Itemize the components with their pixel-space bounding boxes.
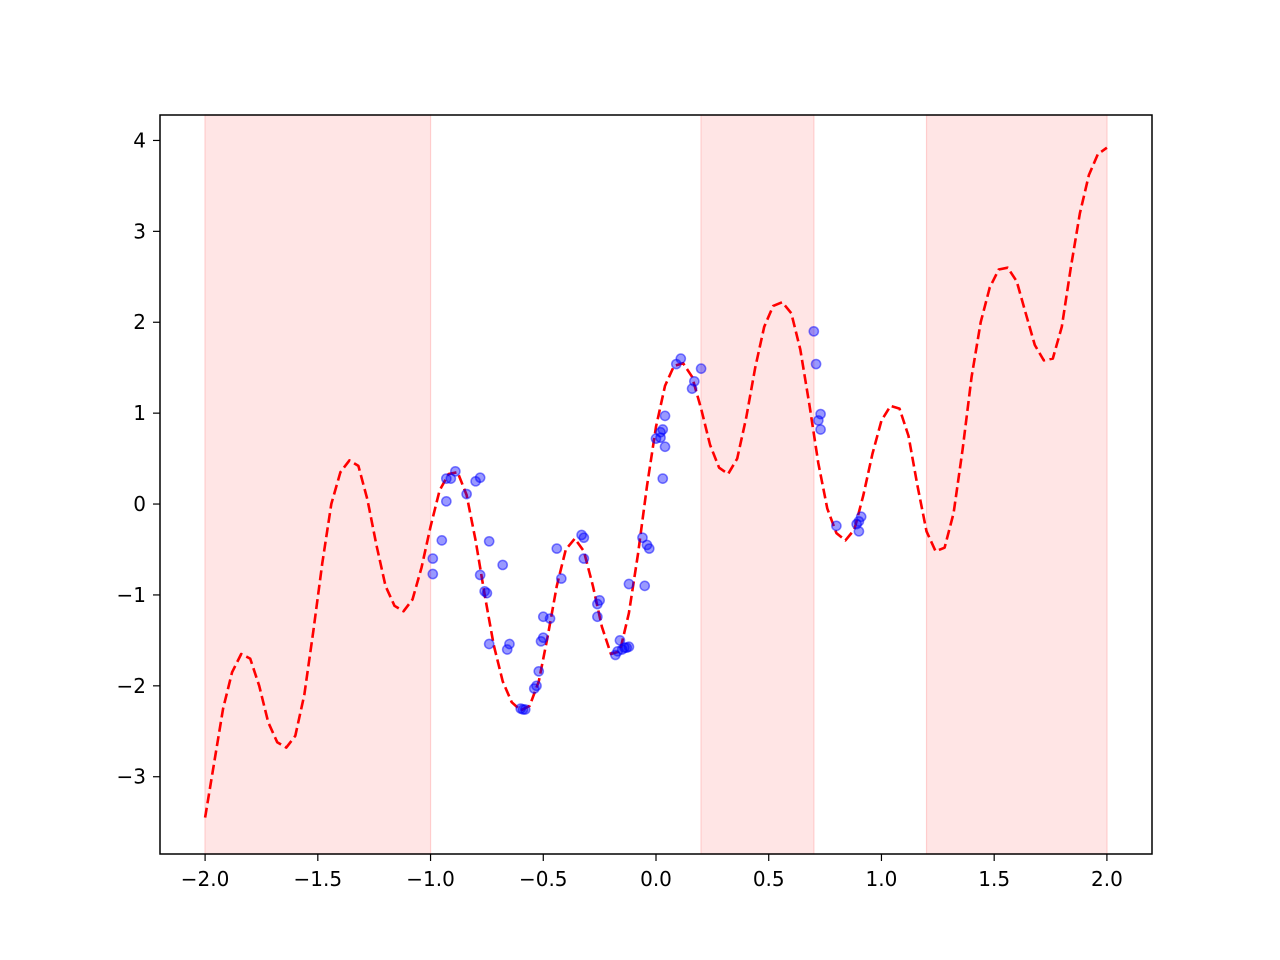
- y-tick-label: 1: [133, 401, 146, 425]
- x-tick-label: 0.5: [753, 867, 785, 891]
- x-tick-label: −1.5: [294, 867, 343, 891]
- data-point: [481, 587, 493, 599]
- data-point: [555, 573, 567, 584]
- data-point: [810, 358, 822, 370]
- data-point: [623, 641, 635, 653]
- data-point: [592, 611, 603, 623]
- x-tick-label: 1.5: [978, 867, 1010, 891]
- shaded-region-2: [700, 114, 815, 855]
- data-point: [578, 553, 590, 564]
- data-point: [657, 473, 669, 484]
- data-point: [440, 495, 452, 507]
- data-point: [436, 535, 448, 546]
- y-tick-label: 4: [133, 128, 146, 152]
- x-axis: −2.0 −1.5 −1.0 −0.5 0.0 0.5 1.0 1.5 2.0: [181, 854, 1123, 891]
- data-point: [855, 511, 867, 523]
- data-point: [501, 644, 513, 655]
- x-tick-label: −2.0: [181, 867, 230, 891]
- data-point: [578, 532, 590, 544]
- y-tick-label: −3: [117, 765, 146, 789]
- x-tick-label: 0.0: [640, 867, 672, 891]
- y-axis: −3 −2 −1 0 1 2 3 4: [117, 128, 160, 789]
- data-point: [551, 543, 563, 554]
- data-point: [623, 578, 635, 590]
- plot-area: [203, 114, 1108, 855]
- data-point: [537, 632, 549, 644]
- data-point: [427, 568, 439, 580]
- data-point: [449, 465, 461, 477]
- data-point: [831, 520, 842, 532]
- data-point: [659, 441, 671, 453]
- y-tick-label: −2: [117, 674, 146, 698]
- x-tick-label: 1.0: [866, 867, 898, 891]
- data-point: [483, 535, 495, 547]
- y-tick-label: 3: [133, 219, 146, 243]
- data-point: [695, 363, 707, 374]
- function-curve: [203, 146, 1108, 818]
- data-point: [688, 375, 700, 387]
- data-point: [519, 704, 531, 715]
- data-point: [461, 488, 472, 500]
- data-point: [659, 410, 671, 422]
- shaded-region-1: [204, 114, 432, 855]
- data-point: [594, 595, 605, 606]
- data-point: [657, 424, 669, 435]
- y-tick-label: 2: [133, 310, 146, 334]
- data-point: [504, 638, 515, 650]
- data-point: [675, 353, 687, 364]
- data-point: [815, 424, 826, 435]
- y-tick-label: −1: [117, 583, 146, 607]
- x-tick-label: −0.5: [519, 867, 568, 891]
- data-point: [533, 665, 545, 677]
- shaded-region-3: [925, 114, 1108, 855]
- data-point: [639, 580, 651, 592]
- data-point: [815, 408, 826, 420]
- data-point: [474, 569, 486, 581]
- data-point: [474, 472, 486, 484]
- x-tick-label: −1.0: [406, 867, 455, 891]
- x-tick-label: 2.0: [1091, 867, 1123, 891]
- data-point: [427, 553, 439, 564]
- data-point: [531, 680, 542, 692]
- data-point: [483, 638, 495, 650]
- y-tick-label: 0: [133, 492, 146, 516]
- data-point: [544, 613, 556, 624]
- data-point: [853, 525, 865, 537]
- data-point: [497, 559, 509, 571]
- axes-frame: [159, 114, 1153, 855]
- data-point: [808, 325, 820, 337]
- data-point: [643, 543, 655, 554]
